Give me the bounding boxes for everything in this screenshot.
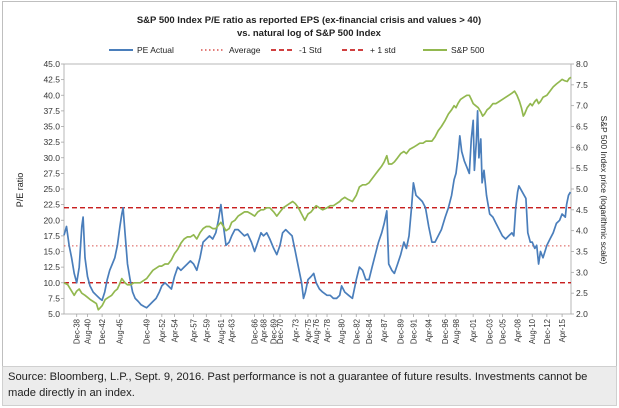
y-axis-left: 5.0 7.5 10.0 12.5 15.0 17.5 20.0 22.5 25.0 27.5 30… [43,59,64,319]
y2-tick-label: 6.5 [576,122,588,132]
y2-tick-label: 2.0 [576,309,588,319]
x-tick-label: Apr-54 [171,318,180,342]
y-tick-label: 40.0 [43,90,60,100]
x-tick-label: Apr-87 [380,319,389,342]
x-tick-label: Dec-05 [498,318,507,344]
y2-tick-label: 6.0 [576,142,588,152]
y2-tick-label: 4.5 [576,205,588,215]
legend-label-m1: -1 Std [299,45,322,55]
y-tick-label: 17.5 [43,231,60,241]
y-axis-right: 2.0 2.5 3.0 3.5 4.0 4.5 5.0 5.5 6.0 6.5 7.0 7.5 8.0 [571,59,588,319]
y-tick-label: 25.0 [43,184,60,194]
legend-label-sp: S&P 500 [451,45,485,55]
x-tick-label: Apr-08 [514,319,523,342]
x-tick-label: Dec-12 [543,319,552,344]
y2-tick-label: 5.0 [576,184,588,194]
x-axis: Dec-38 Aug-40 Dec-42 Aug-45 Dec-49 Apr-52 Apr-… [73,314,567,344]
x-tick-label: Dec-70 [276,318,285,344]
chart-title-line1: S&P 500 Index P/E ratio as reported EPS … [137,15,481,26]
chart-legend: PE Actual Average -1 Std + 1 std S&P 500 [109,45,485,55]
plot-border [63,63,572,315]
pe-actual-series-line [63,110,572,309]
x-tick-label: Dec-03 [486,319,495,344]
y-tick-label: 27.5 [43,168,60,178]
x-tick-label: Dec-96 [441,319,450,344]
x-tick-label: Dec-91 [409,319,418,344]
x-tick-label: Dec-82 [352,319,361,344]
x-tick-label: Apr-78 [323,319,332,342]
legend-label-avg: Average [229,45,261,55]
y-tick-label: 15.0 [43,247,60,257]
x-tick-label: Apr-01 [469,319,478,342]
legend-label-pe: PE Actual [137,45,174,55]
chart-figure: S&P 500 Index P/E ratio as reported EPS … [2,1,617,368]
y2-axis-label: S&P 500 Index price (logarithmic scale) [599,116,609,265]
y2-tick-label: 5.5 [576,163,588,173]
x-tick-label: Aug-10 [528,318,537,344]
x-tick-label: Dec-38 [73,319,82,344]
y-tick-label: 20.0 [43,215,60,225]
x-tick-label: Aug-61 [217,319,226,344]
y-tick-label: 22.5 [43,200,60,210]
x-tick-label: Aug-45 [115,318,124,344]
y2-tick-label: 3.0 [576,267,588,277]
sp500-series-line [63,76,572,311]
chart-svg: S&P 500 Index P/E ratio as reported EPS … [15,15,609,344]
y2-tick-label: 4.0 [576,226,588,236]
x-tick-label: Apr-63 [228,319,237,342]
x-tick-label: Apr-75 [304,318,313,342]
y-tick-label: 10.0 [43,278,60,288]
y2-tick-label: 3.5 [576,247,588,257]
y-tick-label: 32.5 [43,137,60,147]
y-tick-label: 45.0 [43,59,60,69]
x-tick-label: Aug-98 [452,319,461,344]
y-axis-label: P/E ratio [15,173,25,208]
x-tick-label: Apr-52 [158,319,167,342]
y2-tick-label: 2.5 [576,288,588,298]
legend-label-p1: + 1 std [370,45,396,55]
y-tick-label: 30.0 [43,153,60,163]
y2-tick-label: 7.5 [576,80,588,90]
x-tick-label: Apr-59 [202,319,211,342]
reference-lines [64,207,571,284]
y-tick-label: 7.5 [48,293,60,303]
x-tick-label: Dec-49 [143,319,152,344]
y-tick-label: 42.5 [43,75,60,85]
x-tick-label: Apr-57 [190,319,199,342]
x-tick-label: Aug-80 [338,318,347,344]
chart-title-line2: vs. natural log of S&P 500 Index [237,28,382,39]
x-tick-label: Dec-66 [251,319,260,344]
source-caption: Source: Bloomberg, L.P., Sept. 9, 2016. … [2,366,617,406]
plot-area [63,63,572,315]
x-tick-label: Aug-40 [84,318,93,344]
x-tick-label: Apr-73 [291,319,300,342]
x-tick-label: Dec-42 [98,319,107,344]
x-tick-label: Dec-69 [270,319,279,344]
y2-tick-label: 8.0 [576,59,588,69]
y-tick-label: 12.5 [43,262,60,272]
x-tick-label: Apr-94 [425,318,434,342]
x-tick-label: Apr-68 [260,319,269,342]
y-tick-label: 37.5 [43,106,60,116]
y2-tick-label: 7.0 [576,101,588,111]
x-tick-label: Aug-76 [312,319,321,344]
series-layer [63,76,572,311]
y-tick-label: 5.0 [48,309,60,319]
x-tick-label: Apr-15 [558,318,567,342]
x-tick-label: Dec-89 [397,319,406,344]
y-tick-label: 35.0 [43,122,60,132]
x-tick-label: Dec-84 [365,318,374,344]
